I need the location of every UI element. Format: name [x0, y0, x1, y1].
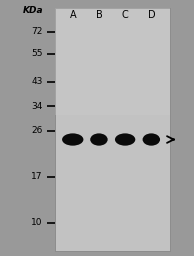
Text: KDa: KDa	[23, 6, 44, 15]
Text: 43: 43	[31, 77, 43, 87]
Bar	[55, 8, 170, 115]
Text: 72: 72	[31, 27, 43, 37]
Text: 26: 26	[31, 126, 43, 135]
Ellipse shape	[90, 133, 108, 146]
Ellipse shape	[143, 133, 160, 146]
Text: B: B	[96, 10, 102, 20]
Text: 10: 10	[31, 218, 43, 227]
Text: 34: 34	[31, 102, 43, 111]
Text: A: A	[69, 10, 76, 20]
Text: D: D	[147, 10, 155, 20]
Text: C: C	[122, 10, 128, 20]
Text: 17: 17	[31, 172, 43, 181]
Ellipse shape	[62, 133, 83, 146]
Bar	[55, 8, 170, 251]
Text: 55: 55	[31, 49, 43, 58]
Ellipse shape	[115, 133, 135, 146]
